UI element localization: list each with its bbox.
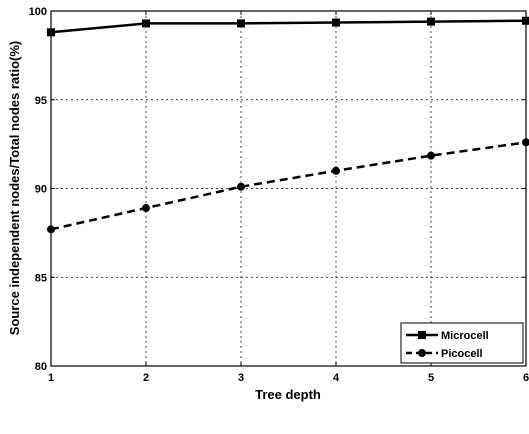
- x-axis-label: Tree depth: [255, 387, 321, 402]
- series-line-picocell: [50, 141, 527, 231]
- y-tick-label: 85: [35, 272, 47, 284]
- data-point-picocell: [237, 182, 245, 191]
- x-tick-label: 4: [333, 372, 340, 384]
- y-tick-label: 80: [35, 361, 47, 373]
- series-group: [47, 16, 529, 234]
- x-tick-label: 1: [48, 372, 54, 384]
- tick-labels: 1 2 3 4 5 6 80 85 90 95 100: [29, 6, 529, 384]
- y-tick-label: 100: [29, 6, 47, 18]
- x-tick-label: 6: [523, 372, 529, 384]
- legend-marker-microcell: [418, 331, 426, 339]
- data-point-picocell: [142, 204, 150, 213]
- x-tick-label: 5: [428, 372, 434, 384]
- x-tick-label: 3: [238, 372, 244, 384]
- y-axis-label: Source independent nodes/Total nodes rat…: [7, 41, 22, 335]
- data-point-microcell: [427, 17, 435, 26]
- data-point-microcell: [237, 19, 245, 28]
- legend: Microcell Picocell: [400, 322, 524, 364]
- data-point-microcell: [142, 19, 150, 28]
- data-point-microcell: [332, 18, 340, 27]
- legend-label-picocell: Picocell: [441, 348, 483, 360]
- x-tick-label: 2: [143, 372, 149, 384]
- series-line-microcell: [50, 19, 527, 34]
- legend-marker-picocell: [418, 349, 426, 357]
- data-point-picocell: [427, 151, 435, 160]
- legend-label-microcell: Microcell: [441, 330, 489, 342]
- y-tick-label: 95: [35, 95, 47, 107]
- data-point-picocell: [332, 166, 340, 175]
- y-tick-label: 90: [35, 184, 47, 196]
